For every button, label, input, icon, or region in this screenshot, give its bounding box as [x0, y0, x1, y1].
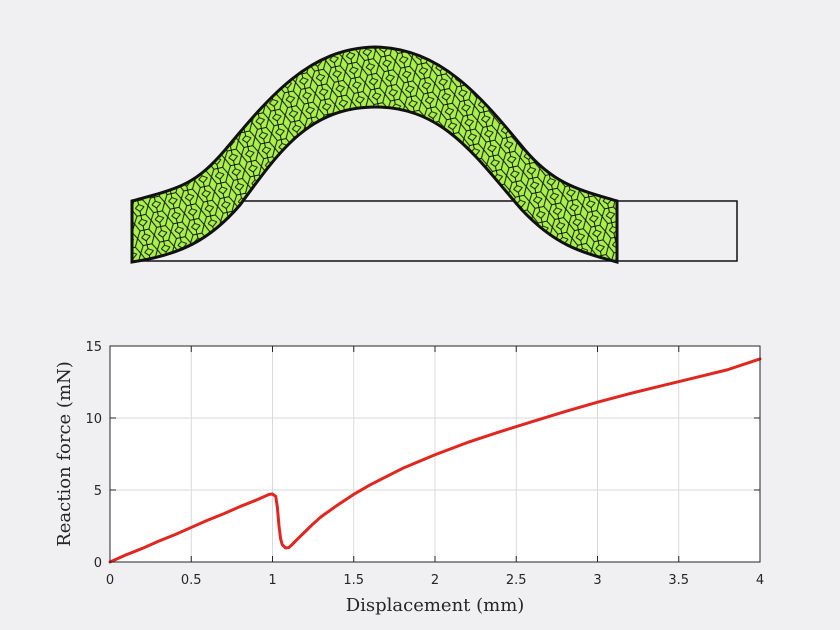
x-tick-label: 2 — [431, 573, 439, 588]
x-tick-labels: 0 0.5 1 1.5 2 2.5 3 3.5 4 — [106, 573, 764, 588]
axes-box — [109, 345, 761, 563]
reaction-force-line — [108, 357, 762, 564]
x-tick-label: 1.5 — [343, 573, 364, 588]
y-tick-labels: 0 5 10 15 — [85, 340, 102, 571]
x-axis-label: Displacement (mm) — [346, 595, 525, 616]
arch-outline — [130, 45, 619, 264]
x-tick-label: 3 — [593, 573, 601, 588]
chart: 0 0.5 1 1.5 2 2.5 3 3.5 4 0 5 10 15 Displacement (m… — [54, 340, 764, 616]
x-tick-label: 1 — [268, 573, 276, 588]
x-tick-label: 0.5 — [181, 573, 202, 588]
arch-mesh — [132, 47, 617, 262]
y-tick-label: 10 — [85, 412, 102, 427]
y-axis-label: Reaction force (mN) — [54, 361, 75, 547]
x-tick-label: 3.5 — [668, 573, 689, 588]
mesh-diagram — [130, 45, 738, 264]
y-tick-label: 15 — [85, 340, 102, 355]
y-tick-label: 5 — [94, 484, 102, 499]
x-tick-label: 4 — [756, 573, 764, 588]
x-tick-label: 0 — [106, 573, 114, 588]
y-tick-label: 0 — [94, 556, 102, 571]
x-tick-label: 2.5 — [506, 573, 527, 588]
